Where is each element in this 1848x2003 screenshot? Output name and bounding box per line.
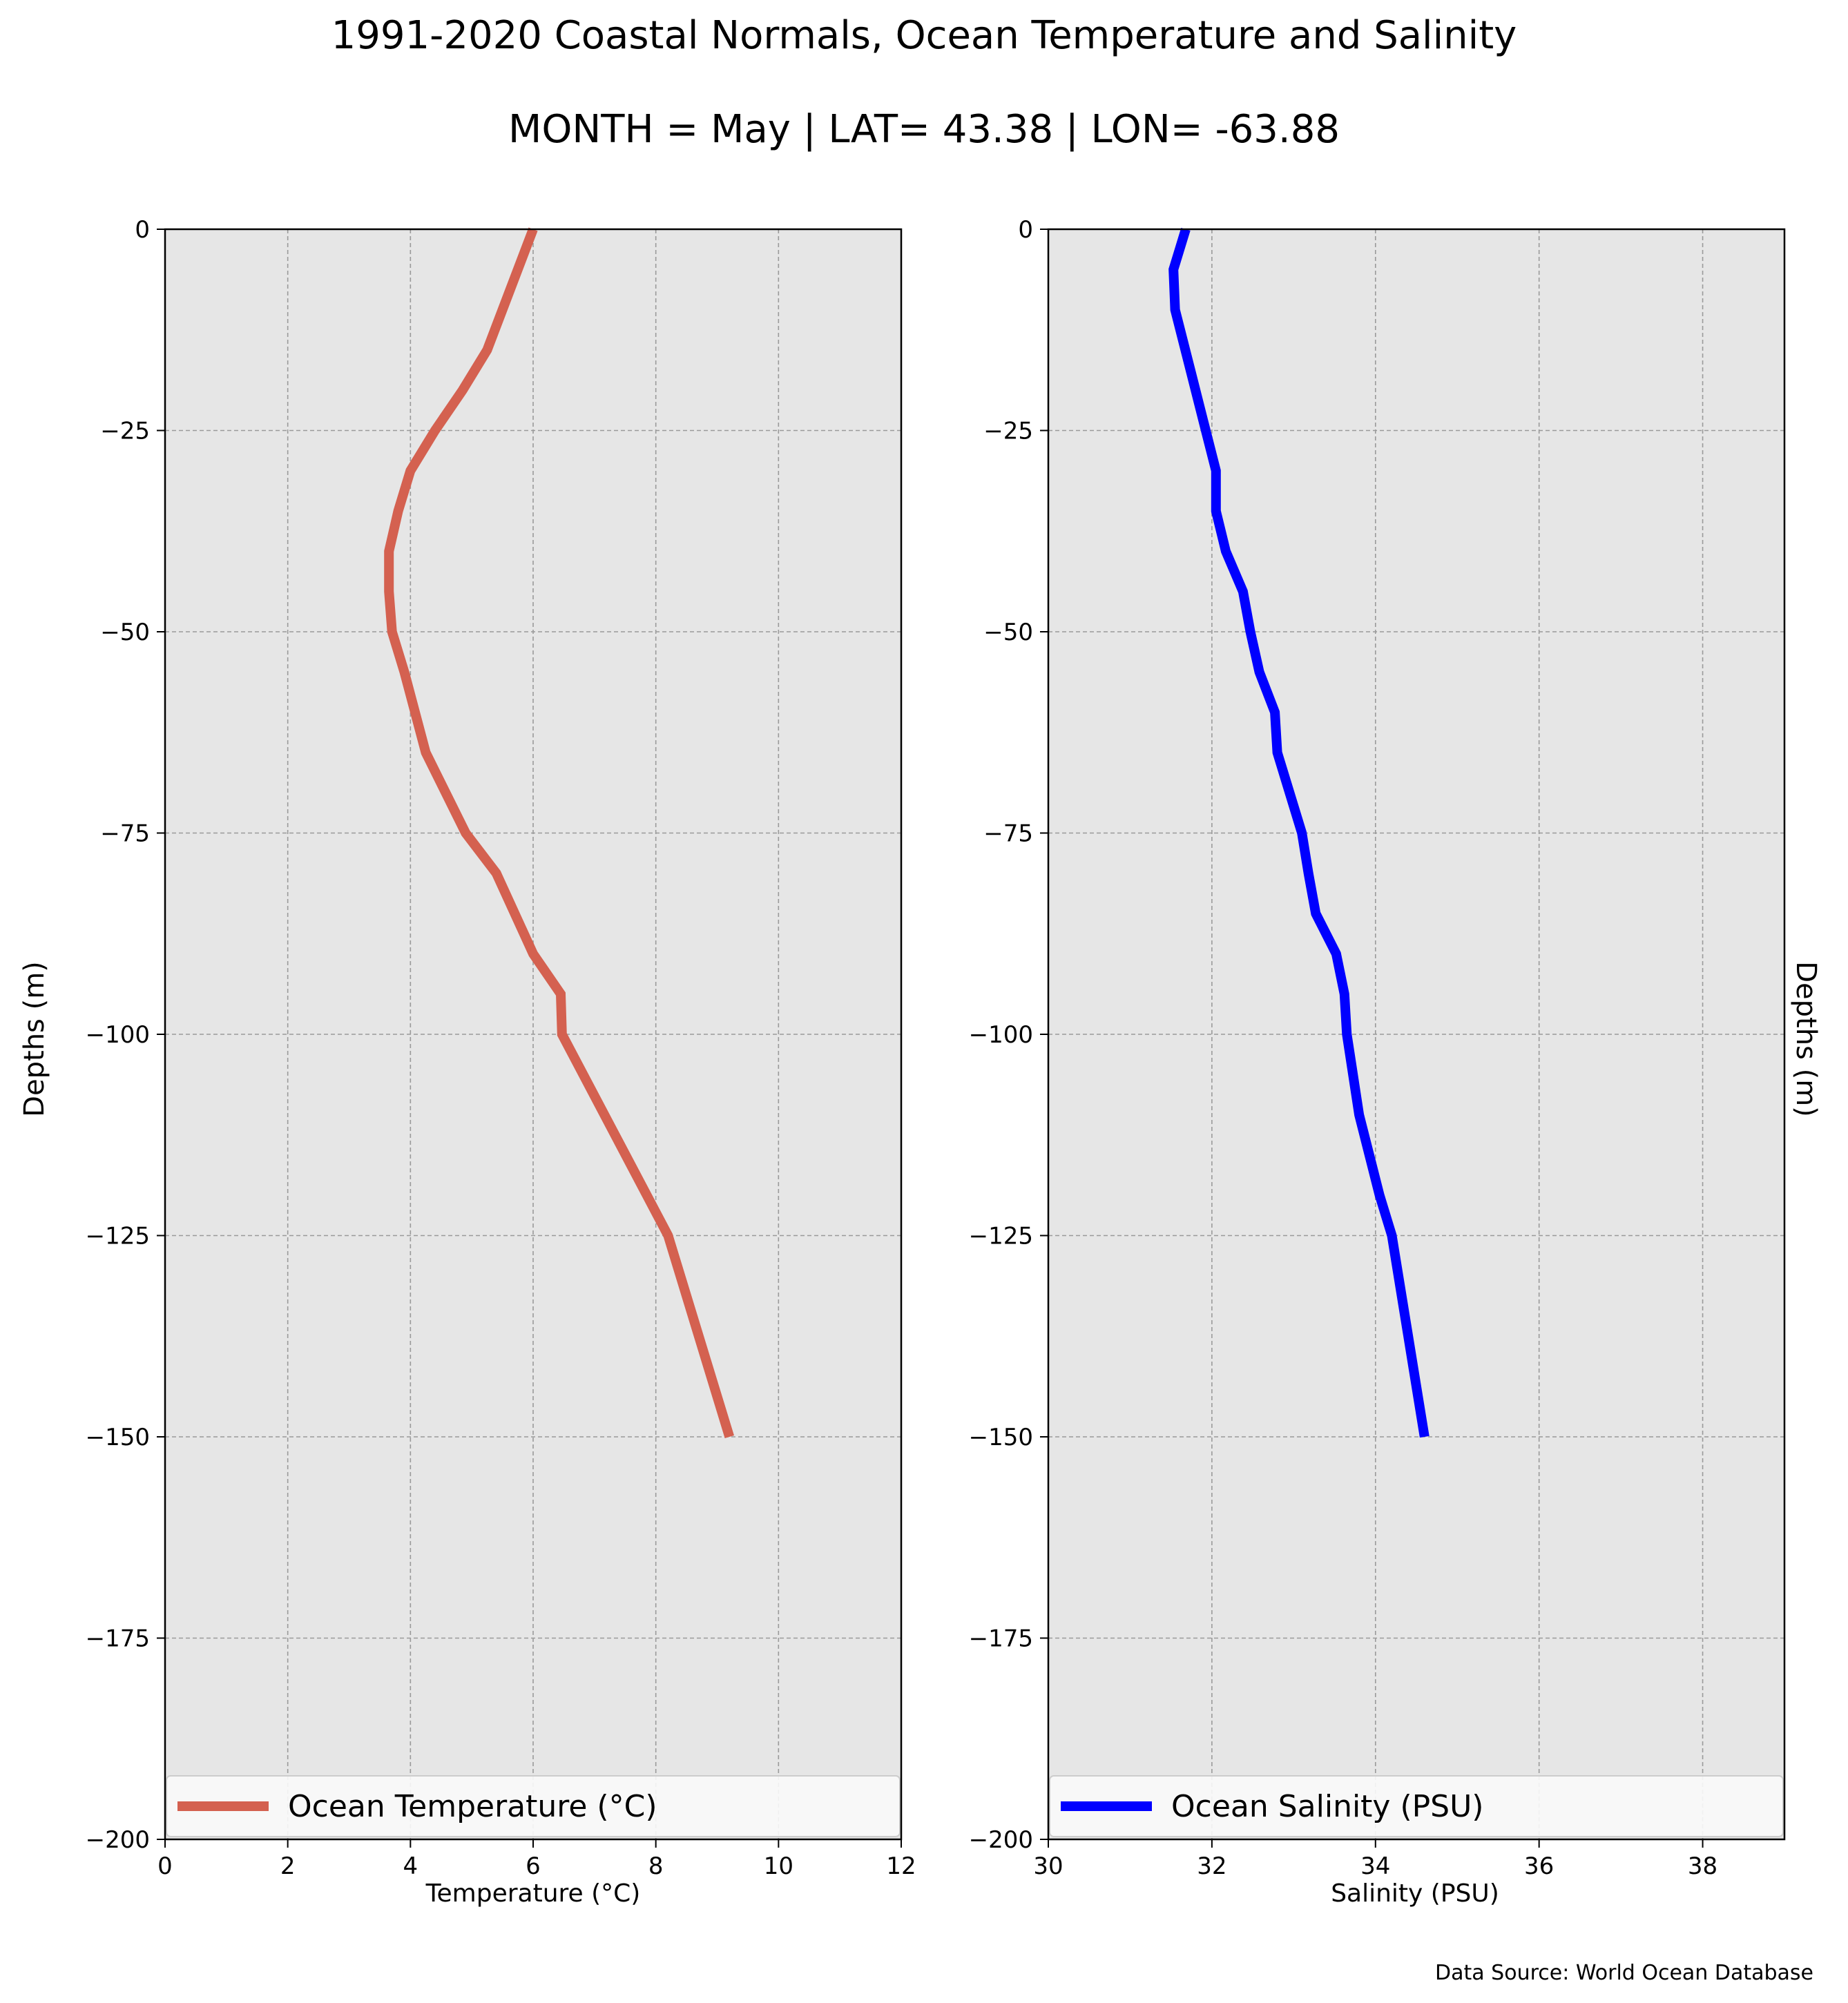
x-tick-label: 34 bbox=[1360, 1852, 1390, 1880]
x-tick-label: 32 bbox=[1197, 1852, 1226, 1880]
legend-salinity: Ocean Salinity (PSU) bbox=[1049, 1775, 1784, 1837]
x-axis-label-temperature: Temperature (°C) bbox=[425, 1879, 641, 1908]
y-tick-label: −50 bbox=[983, 619, 1033, 646]
y-tick-label: −75 bbox=[983, 820, 1033, 848]
legend-box bbox=[166, 1775, 901, 1837]
x-tick-label: 4 bbox=[403, 1852, 418, 1880]
y-tick-label: −175 bbox=[969, 1625, 1033, 1653]
x-tick-label: 30 bbox=[1033, 1852, 1063, 1880]
y-tick-label: −125 bbox=[86, 1223, 150, 1250]
legend-label: Ocean Temperature (°C) bbox=[288, 1789, 657, 1824]
y-tick-label: −200 bbox=[86, 1826, 150, 1854]
page-subtitle: MONTH = May | LAT= 43.38 | LON= -63.88 bbox=[508, 107, 1340, 152]
y-tick-label: −150 bbox=[969, 1424, 1033, 1451]
chart-panel-temperature: 0 2 4 6 8 10 12 0 −25 −50 −75 −100 −125 −150 −175 −200 O… bbox=[86, 216, 916, 1880]
y-tick-label: −25 bbox=[100, 418, 150, 445]
y-tick-label: −50 bbox=[100, 619, 150, 646]
x-axis-label-salinity: Salinity (PSU) bbox=[1331, 1879, 1499, 1908]
legend-label: Ocean Salinity (PSU) bbox=[1171, 1789, 1483, 1824]
x-tick-label: 12 bbox=[886, 1852, 916, 1880]
legend-box bbox=[1049, 1775, 1784, 1837]
x-tick-label: 10 bbox=[764, 1852, 793, 1880]
chart-panel-salinity: 30 32 34 36 38 0 −25 −50 −75 −100 −125 −150 −175 −200… bbox=[969, 216, 1786, 1880]
plot-frame bbox=[164, 228, 903, 1841]
y-tick-label: 0 bbox=[1018, 216, 1033, 244]
legend-temperature: Ocean Temperature (°C) bbox=[166, 1775, 901, 1837]
y-tick-label: −25 bbox=[983, 418, 1033, 445]
y-axis-label-right: Depths (m) bbox=[1790, 961, 1822, 1117]
x-tick-label: 0 bbox=[157, 1852, 173, 1880]
y-tick-label: −75 bbox=[100, 820, 150, 848]
data-source-note: Data Source: World Ocean Database bbox=[1435, 1961, 1813, 1985]
x-tick-label: 6 bbox=[526, 1852, 541, 1880]
y-tick-label: −125 bbox=[969, 1223, 1033, 1250]
y-tick-label: −200 bbox=[969, 1826, 1033, 1854]
x-tick-label: 38 bbox=[1688, 1852, 1717, 1880]
y-tick-label: −175 bbox=[86, 1625, 150, 1653]
x-tick-label: 2 bbox=[280, 1852, 296, 1880]
series-line-temperature bbox=[384, 227, 734, 1439]
y-axis-label-left: Depths (m) bbox=[19, 961, 50, 1117]
page-title: 1991-2020 Coastal Normals, Ocean Tempera… bbox=[331, 13, 1517, 58]
x-tick-label: 36 bbox=[1524, 1852, 1554, 1880]
y-tick-label: −100 bbox=[86, 1021, 150, 1049]
x-tick-label: 8 bbox=[648, 1852, 664, 1880]
y-tick-label: 0 bbox=[135, 216, 150, 244]
y-tick-label: −100 bbox=[969, 1021, 1033, 1049]
plot-frame bbox=[1047, 228, 1786, 1841]
series-line-salinity bbox=[1168, 227, 1430, 1438]
y-tick-label: −150 bbox=[86, 1424, 150, 1451]
